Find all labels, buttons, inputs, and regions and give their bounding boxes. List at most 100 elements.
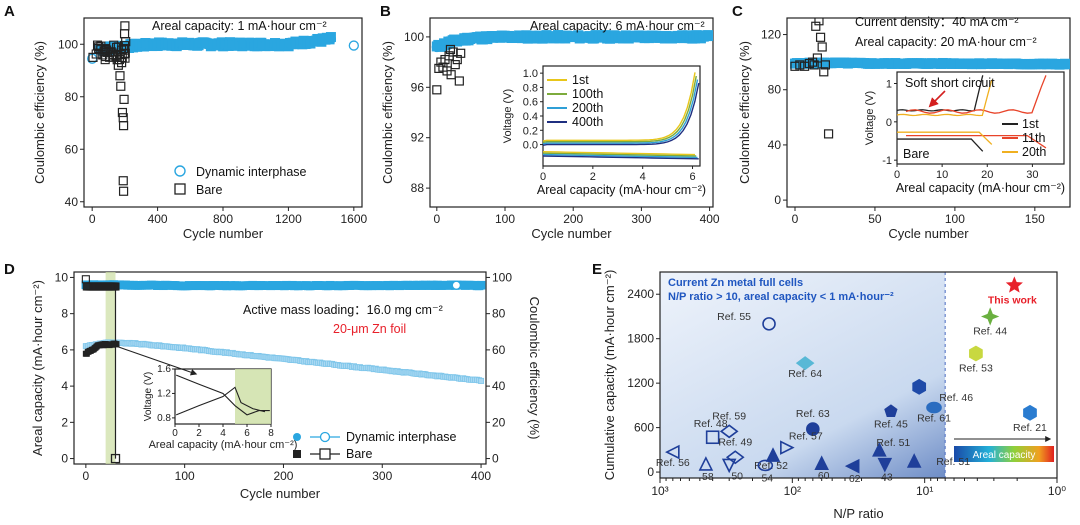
panel-b-inset-xtick-label: 6 bbox=[689, 171, 695, 183]
panel-e-ytick-label: 1200 bbox=[627, 376, 654, 390]
panel-d-inset-ytick-label: 1.2 bbox=[157, 388, 171, 399]
panel-c-inset-line-1st bbox=[896, 75, 984, 112]
panel-b-inset-legend-label: 1st bbox=[572, 73, 589, 87]
panel-a: A 0 400 800 1200 1600 40 60 80 100 Cycle number Cou… bbox=[4, 3, 367, 241]
panel-c-dynamic-point bbox=[1061, 59, 1070, 70]
panel-d-xtick-label: 400 bbox=[471, 469, 491, 483]
panel-e-point-marker bbox=[698, 456, 714, 471]
panel-e-letter: E bbox=[592, 261, 602, 278]
panel-a-xtick-label: 1600 bbox=[340, 212, 367, 226]
panel-c-inset-legend-label: 11th bbox=[1022, 131, 1045, 145]
panel-d-xlabel: Cycle number bbox=[240, 486, 321, 501]
panel-d-ytick-right-label: 20 bbox=[492, 415, 506, 429]
panel-e-point-label: Ref. 49 bbox=[718, 436, 752, 448]
panel-c-letter: C bbox=[732, 3, 743, 20]
panel-b-inset-xtick-label: 0 bbox=[540, 171, 546, 183]
panel-c-inset-arrow bbox=[928, 90, 946, 108]
panel-e-point-marker bbox=[795, 356, 815, 371]
panel-b-inset-line-100th bbox=[542, 75, 697, 144]
panel-e-point-marker bbox=[762, 317, 776, 331]
panel-e-point-label: Ref. 48 bbox=[694, 418, 728, 430]
panel-d-bare-capacity-point bbox=[113, 341, 120, 348]
panel-c-bare-point bbox=[804, 58, 814, 69]
panel-b-frame bbox=[429, 17, 714, 208]
panel-b-inset-xlabel: Areal capacity (mA·hour cm⁻²) bbox=[537, 183, 706, 197]
panel-b-inset-xtick-label: 2 bbox=[590, 171, 596, 183]
panel-a-bare-point bbox=[118, 176, 128, 186]
panel-a-bare-point bbox=[116, 81, 126, 91]
panel-b-inset-legend-label: 200th bbox=[572, 101, 603, 115]
panel-c-inset-xtick-label: 30 bbox=[1026, 169, 1038, 181]
panel-a-bare-point bbox=[118, 121, 129, 131]
panel-c-inset-line-20th bbox=[897, 131, 993, 145]
panel-b-inset-ytick-label: 0.4 bbox=[523, 111, 538, 123]
panel-a-dynamic-point bbox=[348, 40, 359, 51]
panel-b-inset-line-1st bbox=[542, 151, 696, 156]
panel-d-inset-xtick-label: 8 bbox=[268, 428, 274, 439]
panel-b-inset-line-400th bbox=[542, 82, 700, 146]
panel-d-legend-dynamic-label: Dynamic interphase bbox=[346, 430, 457, 444]
panel-e-ytick-label: 600 bbox=[634, 421, 654, 435]
panel-e-box-text-1: Current Zn metal full cells bbox=[668, 277, 803, 289]
panel-c-bare-point bbox=[820, 60, 830, 70]
panel-e-point-marker bbox=[721, 458, 737, 474]
panel-a-bare-point bbox=[94, 43, 104, 54]
panel-e-point-marker bbox=[884, 404, 898, 417]
panel-c-inset-legend-label: 20th bbox=[1022, 145, 1046, 159]
panel-e-point-marker bbox=[806, 422, 820, 436]
panel-d-legend-bare-label: Bare bbox=[346, 447, 372, 461]
panel-d-inset-line-discharge bbox=[175, 374, 270, 416]
panel-e-point-label: Ref. 56 bbox=[656, 457, 690, 469]
panel-e-point-label: Ref. 63 bbox=[796, 408, 830, 420]
panel-e-point-marker bbox=[765, 447, 781, 462]
panel-a-ytick-label: 80 bbox=[65, 90, 79, 104]
panel-a-ytick-label: 60 bbox=[65, 142, 79, 156]
panel-a-bare-point bbox=[117, 52, 127, 62]
panel-e-point-marker bbox=[665, 444, 680, 460]
panel-b-bare-point bbox=[446, 70, 456, 80]
panel-e-point-marker bbox=[969, 345, 983, 362]
panel-c-inset-frame bbox=[896, 71, 1065, 165]
panel-e-point-marker bbox=[877, 457, 893, 473]
panel-c-inset-xlabel: Areal capacity (mA·hour cm⁻²) bbox=[896, 181, 1065, 195]
panel-d-legend-bare-capacity-marker bbox=[293, 450, 301, 458]
panel-a-ytick-label: 40 bbox=[65, 195, 79, 209]
panel-d-ytick-label: 10 bbox=[55, 270, 69, 284]
panel-b-inset-xtick-label: 4 bbox=[640, 171, 646, 183]
panel-e-point-marker bbox=[906, 453, 922, 468]
panel-e-point-marker bbox=[719, 424, 739, 439]
panel-c-inset-xtick-label: 10 bbox=[936, 169, 948, 181]
panel-a-bare-point bbox=[109, 40, 119, 50]
panel-e-point-label: 43 bbox=[881, 472, 893, 484]
panel-c-xtick-label: 50 bbox=[868, 212, 882, 226]
panel-e-point-marker bbox=[705, 430, 720, 445]
panel-d-inset-xtick-label: 6 bbox=[244, 428, 250, 439]
panel-e-point-marker bbox=[926, 401, 942, 414]
panel-b-ytick-label: 92 bbox=[411, 131, 425, 145]
panel-b-xtick-label: 200 bbox=[563, 212, 583, 226]
panel-a-bare-point bbox=[119, 94, 129, 104]
panel-e-point-marker bbox=[1023, 404, 1037, 421]
panel-d-dynamic-ce-point bbox=[476, 280, 486, 290]
panel-c-ytick-label: 40 bbox=[768, 138, 782, 152]
panel-e-ylabel: Cumulative capacity (mA·hour cm⁻²) bbox=[602, 270, 617, 481]
panel-b-inset-line-200th bbox=[542, 153, 698, 159]
panel-b-inset-line-200th bbox=[542, 79, 699, 145]
panel-d-ytick-right-label: 0 bbox=[492, 452, 499, 466]
panel-d-dynamic-capacity-point bbox=[478, 377, 485, 384]
panel-c-inset-ytick-label: 1 bbox=[886, 79, 892, 91]
panel-e: E Current Zn metal full cells N/P ratio > … bbox=[592, 261, 1066, 521]
panel-d-inset-xtick-label: 0 bbox=[172, 428, 178, 439]
panel-c-inset-line-11th bbox=[905, 75, 1047, 114]
panel-c-inset-line-1st bbox=[897, 138, 984, 152]
panel-e-box-text-2: N/P ratio > 10, areal capacity < 1 mA·ho… bbox=[668, 291, 894, 303]
panel-d-highlight-band bbox=[105, 272, 116, 464]
panel-c-inset-ytick-label: 0 bbox=[886, 117, 892, 129]
panel-e-point-label: Ref. 64 bbox=[788, 368, 822, 380]
panel-c-bare-point bbox=[790, 61, 800, 71]
panel-a-legend-dynamic-label: Dynamic interphase bbox=[196, 165, 307, 179]
panel-d-legend-bare-ce-marker bbox=[319, 448, 331, 460]
panel-e-point-label: Ref. 46 bbox=[939, 392, 973, 404]
